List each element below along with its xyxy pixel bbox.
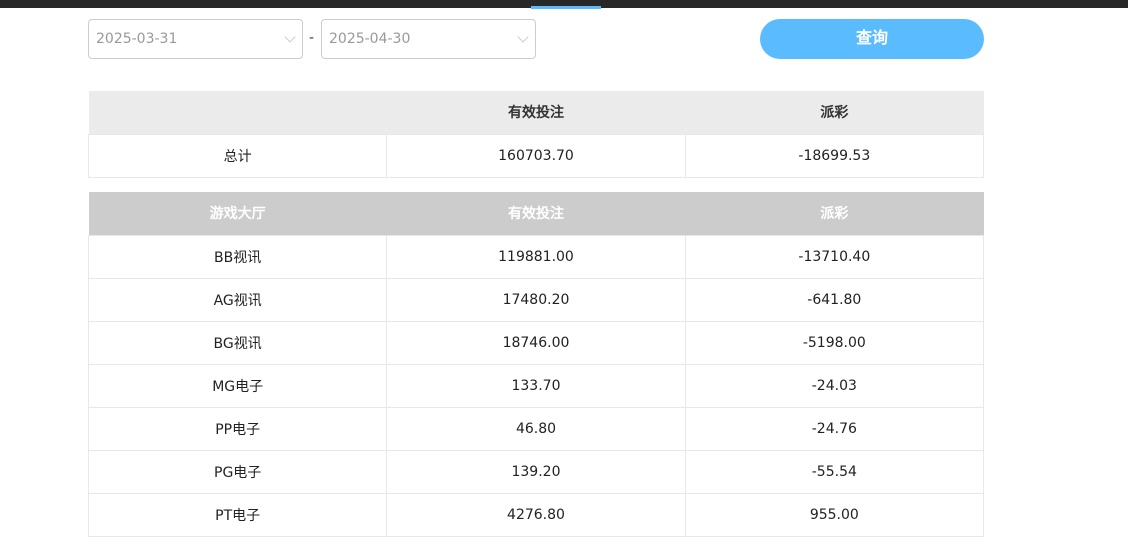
cell: -18699.53: [684, 133, 985, 178]
top-bar: [0, 0, 1128, 8]
start-date-picker[interactable]: 2025-03-31: [88, 19, 303, 59]
cell: 139.20: [386, 449, 686, 494]
header-cell: 派彩: [685, 192, 984, 235]
header-cell: [88, 91, 387, 134]
detail-header-row: 游戏大厅 有效投注 派彩: [88, 192, 984, 235]
end-date-picker[interactable]: 2025-04-30: [321, 19, 536, 59]
cell: MG电子: [87, 363, 388, 408]
cell: 160703.70: [386, 133, 686, 178]
cell: -641.80: [684, 277, 985, 322]
summary-header-row: 有效投注 派彩: [88, 91, 984, 134]
cell: -13710.40: [684, 234, 985, 279]
header-cell: 游戏大厅: [88, 192, 387, 235]
cell: BG视讯: [87, 320, 388, 365]
header-cell: 有效投注: [386, 192, 686, 235]
table-row: BB视讯 119881.00 -13710.40: [87, 234, 985, 279]
cell: 总计: [87, 133, 388, 178]
cell: 133.70: [386, 363, 686, 408]
table-row: BG视讯 18746.00 -5198.00: [87, 320, 985, 365]
cell: PP电子: [87, 406, 388, 451]
table-row: AG视讯 17480.20 -641.80: [87, 277, 985, 322]
start-date-value: 2025-03-31: [96, 31, 178, 47]
cell: -5198.00: [684, 320, 985, 365]
table-row: PT电子 4276.80 955.00: [87, 492, 985, 537]
cell: -24.76: [684, 406, 985, 451]
chevron-down-icon: [284, 31, 296, 43]
cell: 17480.20: [386, 277, 686, 322]
header-cell: 有效投注: [386, 91, 686, 134]
table-row: PP电子 46.80 -24.76: [87, 406, 985, 451]
header-cell: 派彩: [685, 91, 984, 134]
cell: 4276.80: [386, 492, 686, 537]
chevron-down-icon: [517, 31, 529, 43]
active-tab-indicator: [531, 6, 601, 9]
summary-table: 有效投注 派彩 总计 160703.70 -18699.53: [87, 91, 985, 178]
cell: PT电子: [87, 492, 388, 537]
detail-table: 游戏大厅 有效投注 派彩 BB视讯 119881.00 -13710.40 AG视讯 1…: [87, 192, 985, 537]
cell: 18746.00: [386, 320, 686, 365]
table-row: PG电子 139.20 -55.54: [87, 449, 985, 494]
end-date-value: 2025-04-30: [329, 31, 411, 47]
cell: 46.80: [386, 406, 686, 451]
table-row: MG电子 133.70 -24.03: [87, 363, 985, 408]
cell: 119881.00: [386, 234, 686, 279]
cell: PG电子: [87, 449, 388, 494]
cell: BB视讯: [87, 234, 388, 279]
cell: -24.03: [684, 363, 985, 408]
query-button[interactable]: 查询: [760, 19, 984, 59]
cell: -55.54: [684, 449, 985, 494]
summary-row: 总计 160703.70 -18699.53: [87, 133, 985, 178]
cell: AG视讯: [87, 277, 388, 322]
date-separator: -: [309, 30, 315, 46]
cell: 955.00: [684, 492, 985, 537]
